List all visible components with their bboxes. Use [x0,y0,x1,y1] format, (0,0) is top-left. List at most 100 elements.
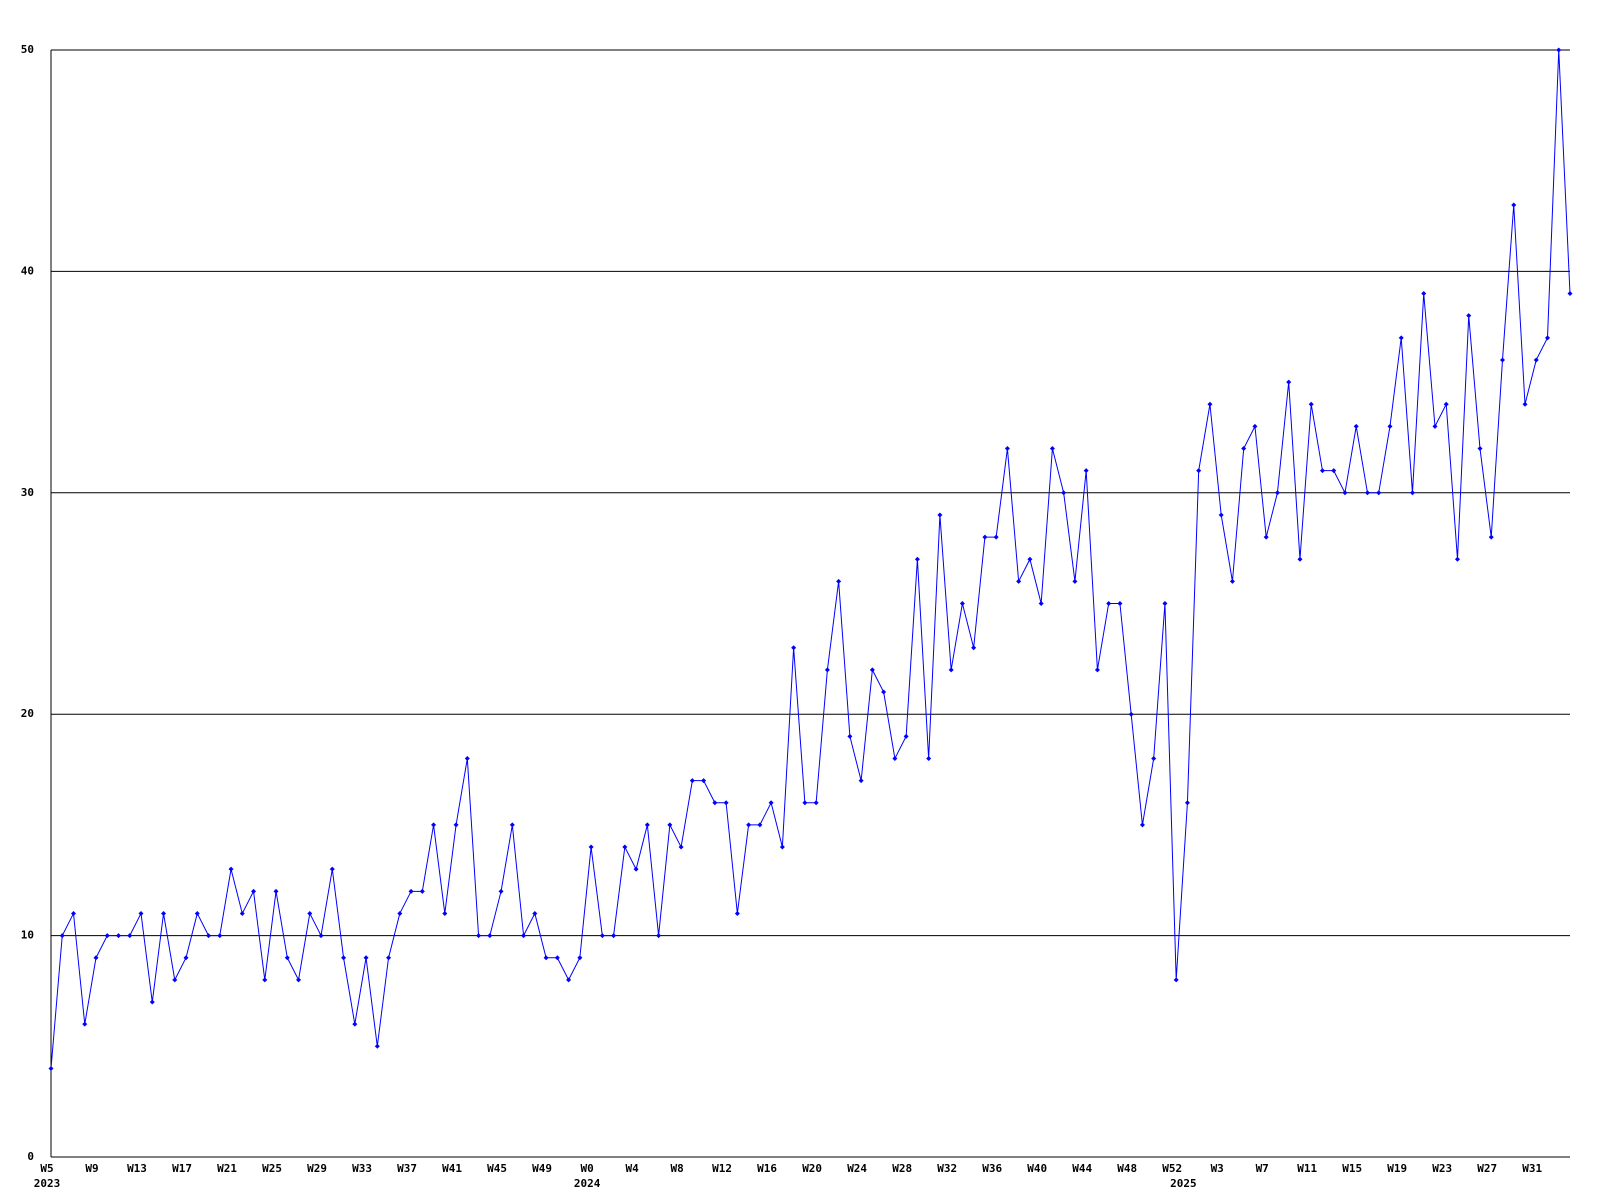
point-marker [1252,423,1258,429]
point-marker [644,822,650,828]
y-tick-label: 50 [21,43,34,56]
point-marker [543,955,549,961]
point-marker [1274,490,1280,496]
point-marker [1173,977,1179,983]
point-marker [1353,423,1359,429]
point-marker [1511,202,1517,208]
point-marker [71,910,77,916]
x-tick-label: W33 [352,1162,372,1175]
point-marker [1016,578,1022,584]
point-marker [1499,357,1505,363]
point-marker [701,778,707,784]
point-marker [554,955,560,961]
point-marker [1286,379,1292,385]
x-tick-label: W17 [172,1162,192,1175]
point-marker [768,800,774,806]
point-marker [183,955,189,961]
point-marker [622,844,628,850]
point-marker [1151,755,1157,761]
x-tick-label: W16 [757,1162,777,1175]
point-marker [206,933,212,939]
x-tick-label: W29 [307,1162,327,1175]
point-marker [1466,313,1472,319]
point-marker [757,822,763,828]
x-tick-label: W21 [217,1162,237,1175]
point-marker [1308,401,1314,407]
x-tick-label: W0 [580,1162,593,1175]
point-marker [1027,556,1033,562]
point-marker [532,910,538,916]
point-marker [251,888,257,894]
point-marker [1061,490,1067,496]
point-marker [746,822,752,828]
point-marker [982,534,988,540]
point-marker [1004,446,1010,452]
x-tick-label: W12 [712,1162,732,1175]
series-line [50,49,1571,1069]
y-tick-label: 0 [27,1150,34,1163]
point-marker [869,667,875,673]
point-marker [442,910,448,916]
point-marker [93,955,99,961]
point-marker [858,778,864,784]
x-tick-label: W52 [1162,1162,1182,1175]
point-marker [881,689,887,695]
x-tick-label: W4 [625,1162,639,1175]
x-tick-label: W7 [1256,1162,1269,1175]
point-marker [104,933,110,939]
point-marker [847,733,853,739]
point-marker [1128,711,1134,717]
x-tick-label: W45 [487,1162,507,1175]
point-marker [138,910,144,916]
point-marker [509,822,515,828]
point-marker [48,1065,54,1071]
point-marker [239,910,245,916]
point-marker [1364,490,1370,496]
point-marker [1106,601,1112,606]
point-marker [1567,291,1573,297]
point-marker [1218,512,1224,518]
point-marker [824,667,830,673]
x-tick-label: W9 [85,1162,98,1175]
point-marker [116,933,122,939]
point-marker [1409,490,1415,496]
point-marker [1556,47,1562,53]
x-tick-label: W41 [442,1162,462,1175]
x-tick-label: W24 [847,1162,867,1175]
x-tick-label: W19 [1387,1162,1407,1175]
point-marker [1297,556,1303,562]
x-tick-label: W44 [1072,1162,1092,1175]
point-marker [689,778,695,784]
point-marker [296,977,302,983]
point-marker [352,1021,358,1027]
point-marker [959,601,965,606]
point-marker [937,512,943,518]
point-marker [161,910,167,916]
point-marker [1319,468,1325,474]
point-marker [1139,822,1145,828]
x-tick-label: W13 [127,1162,147,1175]
point-marker [813,800,819,806]
x-tick-label: W27 [1477,1162,1497,1175]
point-marker [791,645,797,651]
x-tick-label: W25 [262,1162,282,1175]
point-marker [194,910,200,916]
point-marker [521,933,527,939]
point-marker [341,955,347,961]
point-marker [611,933,617,939]
point-marker [993,534,999,540]
point-marker [127,933,133,939]
point-marker [914,556,920,562]
point-marker [1376,490,1382,496]
point-marker [599,933,605,939]
point-marker [1072,578,1078,584]
point-marker [1229,578,1235,584]
point-marker [487,933,493,939]
point-marker [1049,446,1055,452]
x-tick-label: W32 [937,1162,957,1175]
point-marker [217,933,223,939]
point-marker [262,977,268,983]
point-marker [1184,800,1190,806]
point-marker [1038,601,1044,606]
